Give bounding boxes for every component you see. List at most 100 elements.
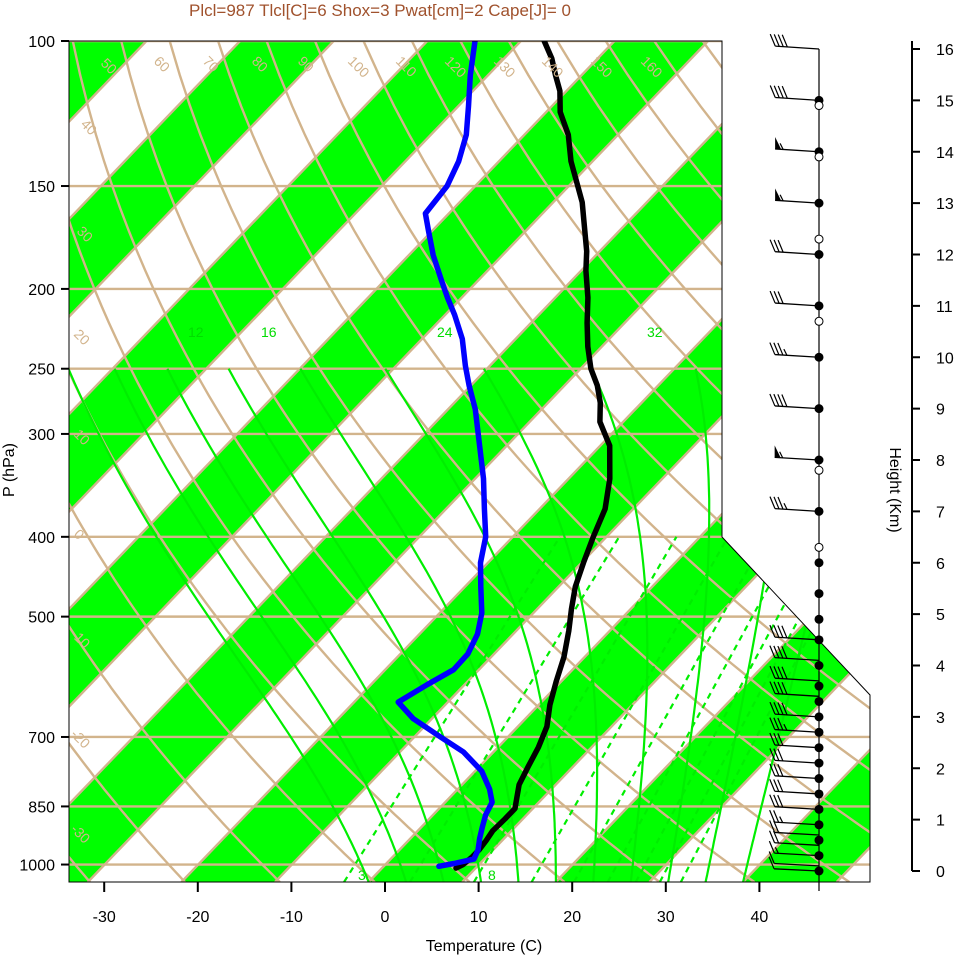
isotherm	[69, 41, 429, 882]
theta-label: 60	[151, 53, 173, 75]
temperature-profile	[453, 41, 613, 871]
height-tick-label: 5	[936, 607, 945, 624]
mixing-ratio-label: 12	[188, 324, 204, 340]
wind-barb	[775, 188, 820, 204]
isotherm	[69, 41, 241, 882]
dewpoint-profile	[395, 41, 495, 870]
height-point-open	[814, 465, 824, 475]
wind-barb	[769, 732, 820, 749]
temperature-tick-label: -20	[186, 909, 209, 926]
dry-adiabat	[120, 41, 756, 882]
temperature-axis: -30 -20 -10 0 10 20 30 40	[93, 882, 768, 926]
height-tick-label: 2	[936, 761, 945, 778]
height-point-open	[814, 316, 824, 326]
dry-adiabat	[69, 41, 376, 882]
wind-barb	[769, 809, 820, 826]
moist-adiabat	[667, 368, 711, 882]
mixing-ratio-label: 16	[261, 324, 277, 340]
moist-adiabat	[590, 368, 649, 882]
isotherm-label: 20	[787, 596, 809, 618]
dry-adiabat	[750, 41, 870, 882]
temperature-tick-label: 10	[470, 909, 488, 926]
wind-barb	[769, 624, 820, 641]
height-point-open	[814, 152, 824, 162]
mixing-ratio-label: 24	[437, 324, 453, 340]
pressure-tick-label: 700	[28, 730, 55, 747]
temperature-band	[69, 41, 521, 882]
wind-barb	[769, 794, 820, 810]
dry-adiabat	[362, 41, 870, 882]
isotherm	[69, 41, 522, 882]
height-point	[814, 661, 824, 670]
wind-barb	[769, 717, 820, 733]
temperature-tick-label: 0	[381, 909, 390, 926]
temperature-tick-label: 30	[657, 909, 675, 926]
isotherm	[930, 41, 961, 882]
theta-label-left: 20	[71, 326, 93, 348]
y-axis-label: P (hPa)	[1, 443, 18, 497]
wind-barb	[769, 820, 820, 836]
pressure-tick-label: 250	[28, 362, 55, 379]
dry-adiabat	[71, 41, 661, 882]
wind-barb	[769, 393, 820, 410]
height-tick-label: 15	[936, 93, 954, 110]
chart-title: Plcl=987 Tlcl[C]=6 Shox=3 Pwat[cm]=2 Cap…	[189, 1, 571, 20]
mixing-ratio-line	[530, 536, 729, 882]
moist-adiabat	[299, 368, 520, 882]
dry-adiabat	[459, 41, 870, 882]
wind-barb	[769, 779, 820, 795]
height-tick-label: 4	[936, 659, 945, 676]
wind-barb	[769, 33, 820, 50]
wind-barb	[769, 763, 820, 780]
temperature-band	[930, 41, 961, 882]
isotherm-label: -30	[719, 126, 745, 152]
height-tick-label: 1	[936, 813, 945, 830]
height-tick-label: 11	[936, 299, 953, 316]
height-tick-label: 8	[936, 453, 945, 470]
height-tick-label: 6	[936, 556, 945, 573]
wind-barb	[769, 748, 820, 764]
dry-adiabat	[216, 41, 870, 882]
theta-label: 100	[345, 53, 373, 81]
wind-barb	[769, 496, 820, 513]
wind-barb	[768, 851, 820, 867]
mixing-ratio-line	[472, 536, 678, 882]
wind-profile	[768, 33, 824, 891]
height-point-open	[814, 101, 824, 111]
isotherm	[69, 41, 803, 882]
wind-barb	[769, 681, 820, 697]
wind-barb	[769, 665, 820, 682]
theta-label: 140	[539, 53, 567, 81]
temperature-band	[69, 41, 334, 882]
temperature-tick-label: -10	[280, 909, 303, 926]
wind-barb	[769, 239, 820, 256]
moist-adiabat	[69, 368, 370, 882]
height-tick-label: 9	[936, 402, 945, 419]
temperature-tick-label: -30	[93, 909, 116, 926]
height-point-open	[814, 542, 824, 552]
moist-adiabat	[482, 368, 599, 882]
wind-barb	[769, 701, 820, 718]
dry-adiabat	[410, 41, 870, 882]
height-tick-label: 0	[936, 864, 945, 881]
moist-adiabat	[227, 368, 483, 882]
dry-adiabat	[69, 41, 566, 882]
pressure-tick-label: 400	[28, 530, 55, 547]
moist-adiabat	[384, 368, 557, 882]
mixing-ratio-line	[409, 536, 621, 882]
x-axis-label: Temperature (C)	[426, 938, 542, 955]
pressure-tick-label: 150	[28, 179, 55, 196]
isotherm-label: -10	[719, 336, 745, 362]
height-tick-label: 16	[936, 42, 954, 59]
height-point	[814, 614, 824, 624]
height-point	[814, 589, 824, 599]
mixing-ratio-line	[343, 536, 561, 882]
pressure-tick-label: 1000	[19, 858, 55, 875]
height-point	[814, 835, 824, 845]
isotherm-label: -20	[719, 234, 745, 260]
wind-barb	[769, 290, 820, 307]
isotherm	[69, 41, 709, 882]
pressure-axis: 100 150 200 250 300 400 500 700 850 1000	[19, 34, 70, 882]
mixing-ratio-label: 3	[358, 867, 366, 883]
